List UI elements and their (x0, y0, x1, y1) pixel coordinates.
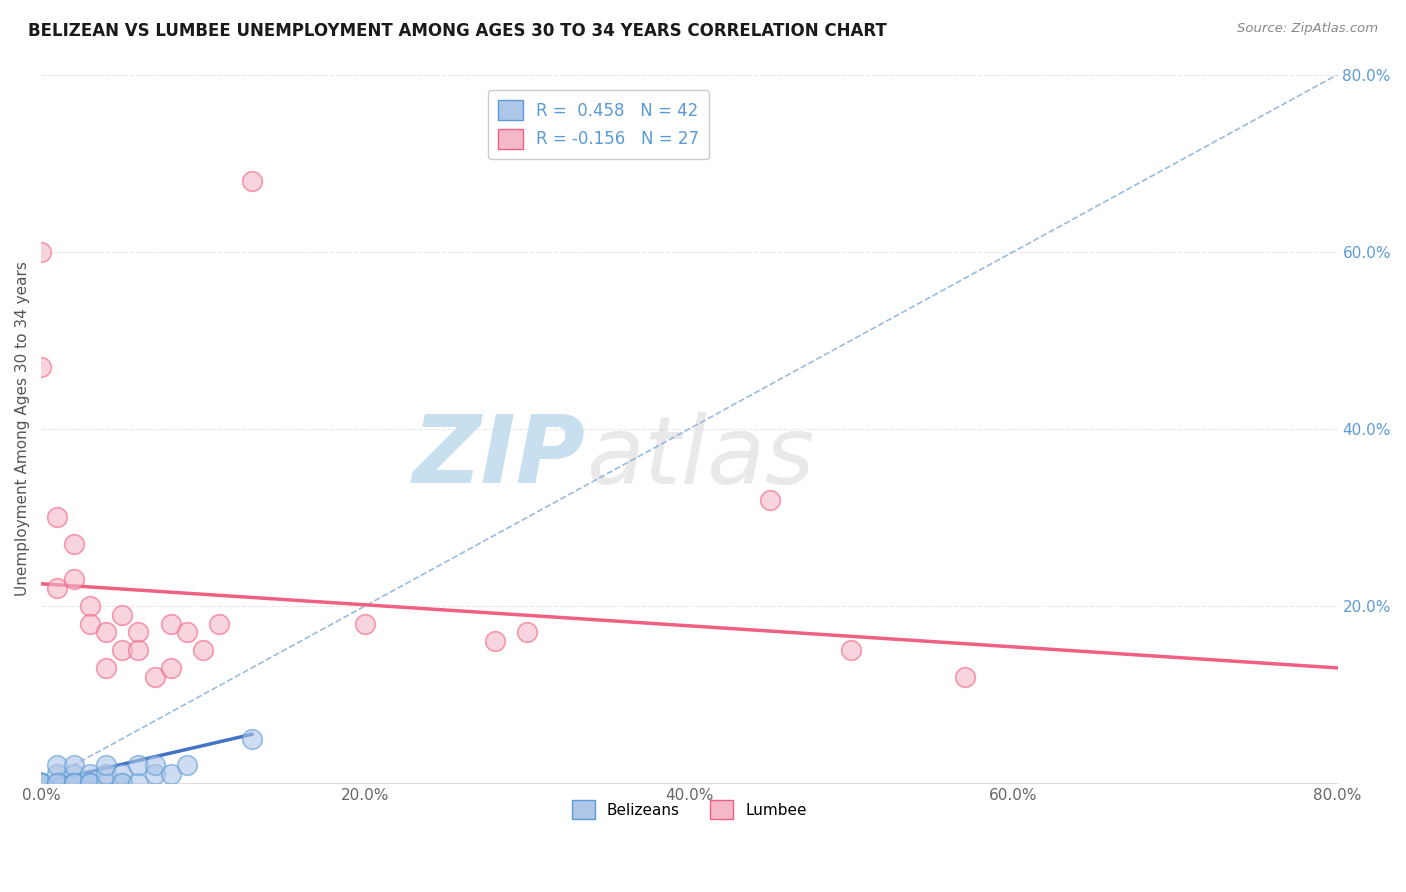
Point (111, 776, 134, 790)
Point (111, 607, 134, 622)
Point (176, 625, 198, 640)
Point (46, 510, 69, 524)
Point (111, 776, 134, 790)
Point (62, 776, 84, 790)
Point (30, 776, 52, 790)
Point (159, 616, 181, 631)
Point (30, 776, 52, 790)
Point (176, 758, 198, 772)
Point (111, 643, 134, 657)
Point (30, 244, 52, 259)
Point (62, 776, 84, 790)
Point (30, 776, 52, 790)
Point (208, 616, 231, 631)
Point (30, 776, 52, 790)
Point (94, 625, 117, 640)
Point (30, 776, 52, 790)
Point (143, 758, 166, 772)
Point (46, 776, 69, 790)
Text: Source: ZipAtlas.com: Source: ZipAtlas.com (1237, 22, 1378, 36)
Point (62, 572, 84, 586)
Legend: Belizeans, Lumbee: Belizeans, Lumbee (565, 794, 813, 825)
Point (127, 625, 149, 640)
Point (62, 537, 84, 551)
Point (193, 643, 215, 657)
Point (354, 616, 377, 631)
Point (30, 776, 52, 790)
Point (79, 767, 101, 781)
Point (841, 643, 863, 657)
Point (127, 776, 149, 790)
Point (94, 758, 117, 772)
Point (30, 776, 52, 790)
Point (759, 492, 782, 507)
Point (46, 767, 69, 781)
Point (79, 776, 101, 790)
Point (79, 616, 101, 631)
Point (516, 625, 538, 640)
Point (30, 776, 52, 790)
Point (30, 776, 52, 790)
Point (94, 767, 117, 781)
Point (30, 776, 52, 790)
Point (62, 758, 84, 772)
Point (240, 731, 263, 746)
Point (79, 776, 101, 790)
Point (30, 359, 52, 374)
Point (46, 776, 69, 790)
Point (159, 767, 181, 781)
Point (46, 758, 69, 772)
Point (46, 776, 69, 790)
Point (159, 661, 181, 675)
Point (484, 634, 506, 648)
Point (143, 767, 166, 781)
Point (30, 776, 52, 790)
Point (94, 776, 117, 790)
Point (240, 174, 263, 188)
Point (30, 776, 52, 790)
Point (79, 599, 101, 613)
Point (111, 767, 134, 781)
Point (953, 670, 976, 684)
Point (62, 767, 84, 781)
Point (79, 776, 101, 790)
Point (30, 776, 52, 790)
Text: BELIZEAN VS LUMBEE UNEMPLOYMENT AMONG AGES 30 TO 34 YEARS CORRELATION CHART: BELIZEAN VS LUMBEE UNEMPLOYMENT AMONG AG… (28, 22, 887, 40)
Point (62, 776, 84, 790)
Text: atlas: atlas (586, 411, 814, 502)
Point (94, 661, 117, 675)
Point (46, 581, 69, 595)
Point (127, 643, 149, 657)
Point (30, 776, 52, 790)
Point (30, 776, 52, 790)
Text: ZIP: ZIP (413, 411, 586, 503)
Y-axis label: Unemployment Among Ages 30 to 34 years: Unemployment Among Ages 30 to 34 years (15, 261, 30, 596)
Point (127, 758, 149, 772)
Point (143, 670, 166, 684)
